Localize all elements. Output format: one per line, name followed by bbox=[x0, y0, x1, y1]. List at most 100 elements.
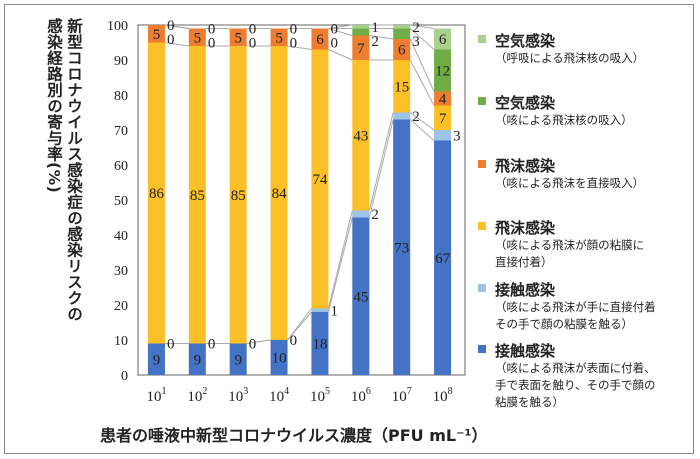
bar-segment bbox=[311, 312, 329, 375]
y-tick-label: 70 bbox=[114, 124, 128, 139]
bar-segment bbox=[147, 25, 165, 43]
data-label: 0 bbox=[208, 36, 216, 52]
y-tick-label: 20 bbox=[114, 299, 128, 314]
y-tick-label: 90 bbox=[114, 54, 128, 69]
plot-area bbox=[137, 24, 466, 376]
data-label: 0 bbox=[249, 22, 257, 38]
data-label: 43 bbox=[353, 128, 368, 144]
legend-title: 空気感染 bbox=[495, 94, 556, 112]
data-label: 10 bbox=[272, 351, 287, 367]
bar-segment bbox=[352, 35, 370, 60]
bar-segment bbox=[393, 119, 411, 375]
series-line bbox=[328, 28, 353, 36]
data-label: 73 bbox=[394, 240, 409, 256]
y-tick-label: 30 bbox=[114, 264, 128, 279]
bar-segment bbox=[188, 28, 206, 46]
data-label: 0 bbox=[290, 333, 298, 349]
series-line bbox=[287, 45, 312, 50]
legend-description: （咳による飛沫が顔の粘膜に 直接付着） bbox=[495, 238, 645, 269]
bar-segment bbox=[188, 46, 206, 344]
bar-segment bbox=[311, 49, 329, 309]
series-line bbox=[409, 112, 435, 131]
legend-description: （咳による飛沫が表面に付着、 手で表面を触り、その手で顔の 粘膜を触る） bbox=[495, 361, 656, 409]
y-tick-label: 50 bbox=[114, 194, 128, 209]
data-label: 6 bbox=[439, 32, 447, 48]
data-label: 2 bbox=[371, 34, 379, 50]
series-line bbox=[368, 119, 394, 218]
x-tick-label: 102 bbox=[187, 386, 207, 405]
data-label: 85 bbox=[190, 188, 205, 204]
data-label: 3 bbox=[453, 128, 461, 144]
legend-swatch bbox=[478, 35, 486, 43]
series-line bbox=[409, 28, 435, 50]
x-tick-label: 106 bbox=[351, 386, 371, 405]
bar-segment bbox=[147, 343, 165, 375]
series-line bbox=[369, 35, 394, 40]
bar-segment bbox=[393, 60, 411, 113]
series-line bbox=[409, 38, 435, 92]
bar-segment bbox=[270, 28, 288, 46]
x-axis-title: 患者の唾液中新型コロナウイルス濃度（PFU mL⁻¹） bbox=[100, 426, 488, 445]
data-label: 1 bbox=[330, 303, 338, 319]
bar-segment bbox=[434, 130, 452, 141]
data-label: 0 bbox=[290, 22, 298, 38]
data-label: 15 bbox=[394, 79, 409, 95]
data-label: 67 bbox=[435, 251, 451, 267]
data-label: 5 bbox=[194, 30, 202, 46]
data-label: 0 bbox=[208, 337, 216, 353]
legend-description: （咳による飛沫が手に直接付着 その手で顔の粘膜を触る） bbox=[495, 300, 656, 331]
bar-segment bbox=[188, 343, 206, 375]
bar-segment bbox=[393, 112, 411, 120]
series-line bbox=[287, 308, 312, 341]
y-tick-label: 40 bbox=[114, 229, 128, 244]
data-label: 7 bbox=[357, 41, 365, 57]
bar-segment bbox=[270, 340, 288, 375]
legend-description: （咳による飛沫核の吸入） bbox=[495, 113, 633, 127]
legend-description: （咳による飛沫を直接吸入） bbox=[495, 176, 645, 190]
bar-segment bbox=[352, 60, 370, 211]
series-line bbox=[327, 210, 353, 309]
series-line bbox=[327, 217, 353, 313]
series-line bbox=[164, 42, 189, 47]
data-label: 3 bbox=[412, 34, 420, 50]
x-tick-label: 104 bbox=[269, 386, 289, 405]
data-label: 0 bbox=[330, 36, 338, 52]
bar-segment bbox=[434, 140, 452, 375]
data-label: 2 bbox=[412, 109, 420, 125]
legend-title: 飛沫感染 bbox=[495, 157, 556, 175]
bar-segment bbox=[270, 46, 288, 340]
series-line bbox=[328, 24, 353, 29]
series-line bbox=[164, 24, 189, 29]
data-label: 5 bbox=[234, 30, 242, 46]
data-label: 4 bbox=[439, 92, 447, 108]
series-line bbox=[410, 24, 435, 29]
y-tick-label: 80 bbox=[114, 89, 128, 104]
x-tick-label: 108 bbox=[433, 386, 453, 405]
data-label: 5 bbox=[275, 30, 283, 46]
data-label: 84 bbox=[272, 186, 288, 202]
data-label: 0 bbox=[330, 22, 338, 38]
data-label: 9 bbox=[234, 352, 242, 368]
legend-swatch bbox=[478, 160, 486, 168]
x-tick-label: 107 bbox=[392, 386, 412, 405]
y-tick-label: 100 bbox=[107, 19, 128, 34]
data-label: 0 bbox=[167, 32, 175, 48]
legend-title: 空気感染 bbox=[495, 32, 556, 50]
y-axis-title: 新型コロナウイルス感染症の感染リスクの 感染経路別の寄与率(%) bbox=[44, 18, 84, 378]
y-tick-label: 0 bbox=[121, 369, 128, 384]
x-tick-label: 103 bbox=[228, 386, 248, 405]
bar-segment bbox=[434, 28, 452, 50]
data-label: 2 bbox=[371, 207, 379, 223]
data-label: 9 bbox=[153, 352, 161, 368]
series-line bbox=[246, 339, 271, 344]
series-line bbox=[409, 119, 435, 141]
legend-swatch bbox=[478, 345, 486, 353]
bar-segment bbox=[393, 39, 411, 60]
bar-segment bbox=[147, 42, 165, 344]
data-label: 1 bbox=[371, 20, 379, 36]
data-label: 2 bbox=[412, 20, 420, 36]
legend-description: （呼吸による飛沫核の吸入） bbox=[495, 51, 645, 65]
bar-segment bbox=[393, 25, 411, 29]
data-label: 12 bbox=[435, 64, 450, 80]
